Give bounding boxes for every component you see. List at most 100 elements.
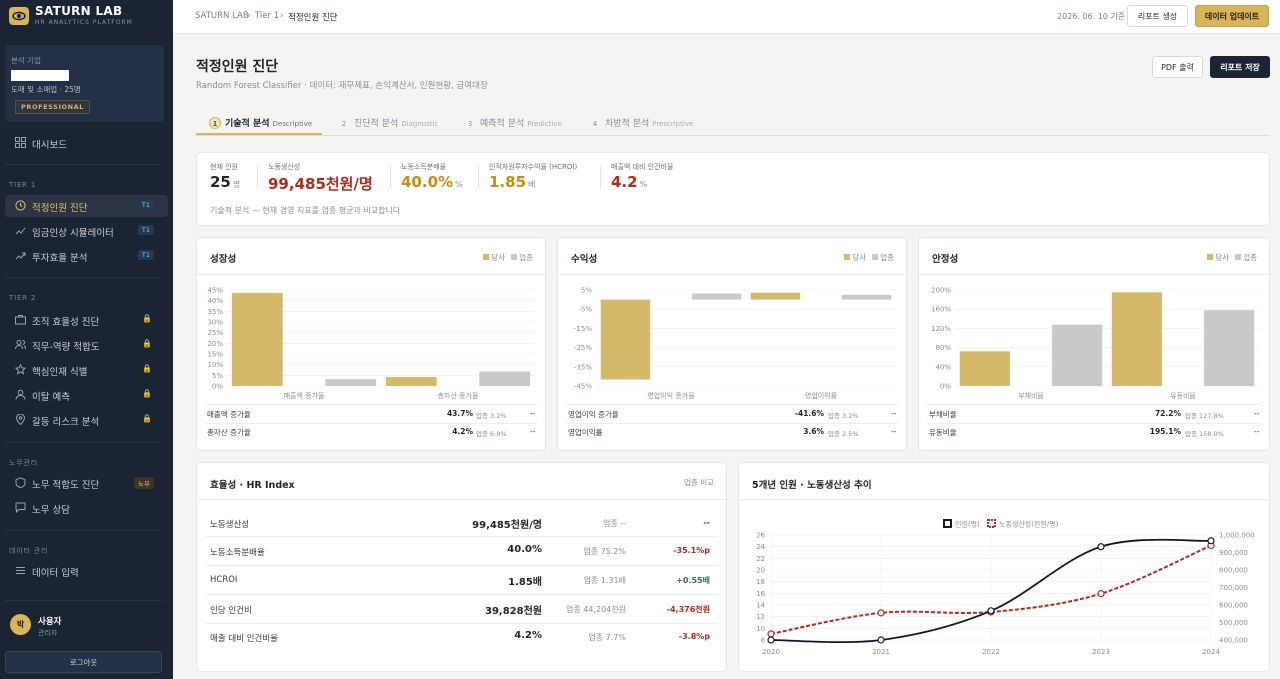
row-divider (205, 565, 718, 566)
card-title: 수익성 (571, 254, 598, 265)
efficiency-diff: -35.1%p (673, 546, 710, 555)
legend-swatch-company (844, 254, 851, 260)
user-role: 관리자 (38, 629, 58, 637)
y-tick-label: -45% (574, 383, 592, 391)
growth-card: 성장성 당사 업종 45% 40% 35% 30% 25% 20% 15% 10% 5% 0% 매출액… (196, 237, 546, 451)
legend-swatch-company (1207, 254, 1214, 260)
legend-industry: 업종 (1243, 253, 1257, 262)
y-tick-label: 160% (931, 306, 951, 314)
kpi-label: 인적자원투자수익율 (HCROI) (489, 163, 578, 171)
tab-number: 3 (467, 120, 473, 128)
tab-label: 진단적 분석 (354, 119, 399, 129)
sidebar-item-wage-simulator[interactable]: 임금인상 시뮬레이터 T1 (5, 220, 168, 242)
efficiency-value: 40.0% (507, 544, 542, 555)
bar-company (750, 292, 801, 300)
kpi-value: 25 명 (210, 173, 240, 191)
kpi-number: 99,485천원/명 (268, 175, 373, 193)
x-tick-label: 영업이익률 (805, 391, 838, 400)
breadcrumb-current: 적정인원 진단 (288, 13, 338, 23)
metric-label: 영업이익 증가율 (568, 410, 619, 419)
sidebar-item-investment-efficiency[interactable]: 투자효율 분석 T1 (5, 245, 168, 267)
sidebar-item-job-fit[interactable]: 직무-역량 적합도 🔒 (5, 334, 168, 356)
trend-card: 5개년 인원 · 노동생산성 추이 26 24 22 20 18 16 14 12 10 8 1,0… (738, 462, 1270, 672)
pdf-export-button[interactable]: PDF 출력 (1152, 56, 1203, 78)
y-right-tick-label: 600,000 (1219, 602, 1248, 610)
efficiency-industry-avg: 업종 75.2% (583, 547, 626, 556)
kpi-separator (257, 165, 258, 189)
metric-value: 195.1% (1149, 427, 1181, 436)
sidebar-item-labor-consult[interactable]: 노무 상담 (5, 497, 168, 519)
legend-swatch-industry (1235, 254, 1242, 260)
create-report-button[interactable]: 리포트 생성 (1127, 5, 1188, 27)
kpi-number: 1.85 (489, 173, 527, 191)
sidebar-item-optimal-staffing[interactable]: 적정인원 진단 T1 (5, 195, 168, 217)
y-tick-label: 0% (212, 383, 223, 391)
breadcrumb-tier[interactable]: Tier 1 (255, 11, 280, 21)
tabs-divider (196, 135, 1270, 136)
y-left-tick-label: 18 (756, 578, 765, 586)
metric-label: 매출액 증가율 (207, 410, 251, 419)
row-divider (927, 423, 1261, 424)
x-tick-label: 유동비율 (1170, 391, 1196, 400)
y-left-tick-label: 20 (756, 567, 765, 575)
tab-diagnostic[interactable]: 2 진단적 분석 Diagnostic (338, 116, 438, 130)
sidebar-item-data-input[interactable]: 데이터 입력 (5, 560, 168, 582)
y-tick-label: 10% (207, 361, 223, 369)
metric-value: 72.2% (1154, 409, 1181, 418)
page-subtitle: Random Forest Classifier · 데이터: 재무제표, 손익… (196, 81, 488, 91)
sidebar: SATURN LAB HR ANALYTICS PLATFORM 분석 기업 도… (0, 0, 173, 679)
metric-value: 43.7% (446, 409, 473, 418)
tab-descriptive[interactable]: 1 기술적 분석 Descriptive (209, 116, 312, 129)
tab-predictive[interactable]: 3 예측적 분석 Predictive (464, 116, 562, 130)
top-bar: SATURN LAB › Tier 1 › 적정인원 진단 2026. 06. … (173, 0, 1280, 34)
legend-company: 당사 (1215, 253, 1230, 262)
metric-diff: -- (1254, 427, 1260, 436)
x-tick-label: 영업이익 증가율 (647, 391, 695, 400)
kpi-unit: 명 (232, 180, 241, 189)
sidebar-item-conflict-risk[interactable]: 갈등 리스크 분석 🔒 (5, 409, 168, 431)
point-headcount (877, 636, 885, 644)
y-left-tick-label: 22 (756, 555, 765, 563)
profitability-chart: 5% -5% -15% -25% -35% -45% 영업이익 증가율 영업이익률 (574, 287, 896, 400)
tab-prescriptive[interactable]: 4 처방적 분석 Prescriptive (589, 116, 694, 130)
shield-icon (15, 477, 26, 488)
breadcrumb-separator: › (280, 11, 284, 21)
y-tick-label: 35% (207, 308, 223, 316)
save-report-button[interactable]: 리포트 저장 (1210, 56, 1270, 78)
tier-tag: T1 (137, 250, 154, 260)
user-icon (15, 389, 26, 400)
legend-industry: 업종 (519, 253, 533, 262)
card-divider (558, 274, 906, 275)
efficiency-label: 노동소득분배율 (210, 548, 265, 558)
card-divider (197, 274, 545, 275)
divider (5, 600, 161, 601)
sidebar-item-turnover-prediction[interactable]: 이탈 예측 🔒 (5, 384, 168, 406)
point-productivity (877, 609, 885, 617)
plan-badge: PROFESSIONAL (15, 100, 91, 114)
row-divider (566, 423, 898, 424)
profitability-card: 수익성 당사 업종 5% -5% -15% -25% -35% -45% 영업이익 증가율 영업… (557, 237, 907, 451)
efficiency-industry-avg: 업종 7.7% (588, 633, 626, 642)
logout-button[interactable]: 로그아웃 (5, 651, 162, 673)
sidebar-item-key-talent[interactable]: 핵심인재 식별 🔒 (5, 359, 168, 381)
company-label: 분석 기업 (11, 56, 41, 65)
y-tick-label: 200% (931, 287, 951, 295)
section-tier1: TIER 1 (9, 181, 37, 189)
legend: 당사 업종 (1201, 252, 1257, 263)
breadcrumb-home[interactable]: SATURN LAB (195, 11, 249, 21)
sidebar-item-dashboard[interactable]: 대시보드 (5, 132, 168, 154)
sidebar-item-labor-compliance[interactable]: 노무 적합도 진단 노무 (5, 472, 168, 494)
labor-tag: 노무 (134, 477, 154, 489)
bar-industry (841, 294, 892, 300)
update-data-button[interactable]: 데이터 업데이트 (1195, 5, 1269, 27)
metric-industry-avg: 업종 127.8% (1185, 412, 1224, 420)
bar-company (600, 299, 651, 380)
efficiency-label: 노동생산성 (210, 520, 250, 530)
legend: 당사 업종 (838, 252, 894, 263)
sidebar-item-label: 핵심인재 식별 (32, 367, 88, 378)
y-tick-label: -25% (574, 344, 592, 352)
y-right-tick-label: 800,000 (1219, 567, 1248, 575)
kpi-unit: % (455, 180, 463, 189)
trend-icon (15, 227, 26, 235)
sidebar-item-org-efficiency[interactable]: 조직 효율성 진단 🔒 (5, 309, 168, 331)
